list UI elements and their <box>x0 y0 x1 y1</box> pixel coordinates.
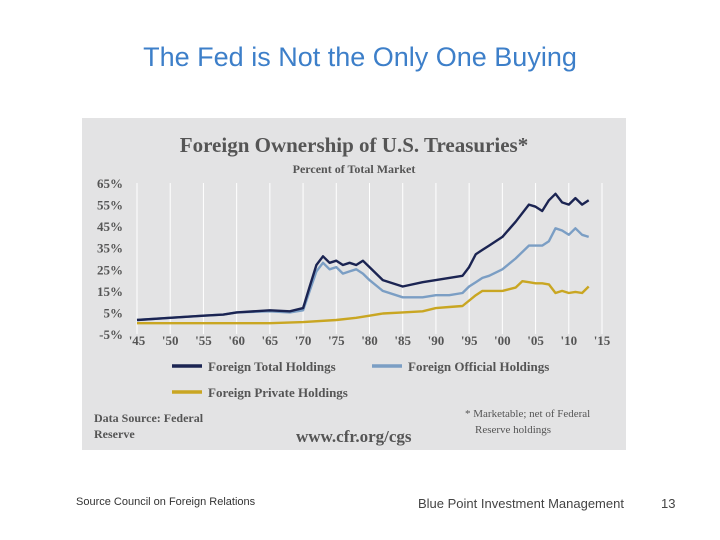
series-line-2 <box>136 227 590 322</box>
source-url: www.cfr.org/cgs <box>296 427 412 446</box>
y-tick-label: 45% <box>97 219 123 234</box>
chart-title: Foreign Ownership of U.S. Treasuries* <box>180 133 528 157</box>
x-tick-label: '60 <box>228 333 245 348</box>
chart-panel: Foreign Ownership of U.S. Treasuries* Pe… <box>82 118 626 450</box>
x-tick-label: '50 <box>162 333 179 348</box>
slide-title: The Fed is Not the Only One Buying <box>143 42 577 72</box>
x-tick-label: '95 <box>461 333 478 348</box>
x-tick-label: '85 <box>394 333 411 348</box>
legend-label-1: Foreign Total Holdings <box>208 359 336 374</box>
y-tick-label: 25% <box>97 262 123 277</box>
y-tick-layer: 65% 55% 45% 35% 25% 15% 5% -5% <box>97 176 123 342</box>
x-tick-label: '45 <box>129 333 146 348</box>
y-tick-label: 15% <box>97 284 123 299</box>
series-line-1 <box>136 192 590 322</box>
x-tick-label: '15 <box>594 333 611 348</box>
x-tick-label: '70 <box>295 333 312 348</box>
page-number: 13 <box>661 496 676 511</box>
y-tick-label: 55% <box>97 198 123 213</box>
x-tick-label: '05 <box>527 333 544 348</box>
legend-layer: Foreign Total Holdings Foreign Official H… <box>172 359 549 400</box>
data-source-line-2: Reserve <box>94 427 135 441</box>
x-tick-label: '10 <box>560 333 577 348</box>
x-tick-label: '00 <box>494 333 511 348</box>
footer-source: Source Council on Foreign Relations <box>76 496 256 508</box>
y-tick-label: -5% <box>99 327 123 342</box>
data-source-line-1: Data Source: Federal <box>94 411 204 425</box>
legend-label-3: Foreign Private Holdings <box>208 385 348 400</box>
legend-label-2: Foreign Official Holdings <box>408 359 549 374</box>
footer-company: Blue Point Investment Management <box>418 496 624 511</box>
x-tick-label: '75 <box>328 333 345 348</box>
y-tick-label: 65% <box>97 176 123 191</box>
footnote-line-1: * Marketable; net of Federal <box>465 408 590 420</box>
series-layer <box>136 192 590 325</box>
grid-layer <box>136 183 603 334</box>
y-tick-label: 35% <box>97 241 123 256</box>
x-tick-label: '55 <box>195 333 212 348</box>
x-tick-label: '90 <box>428 333 445 348</box>
series-line-3 <box>137 279 590 325</box>
x-tick-label: '80 <box>361 333 378 348</box>
x-tick-label: '65 <box>262 333 279 348</box>
x-tick-layer: '45 '50 '55 '60 '65 '70 '75 '80 '85 '90 '95 '00 '05 '… <box>129 333 611 348</box>
chart-svg: Foreign Ownership of U.S. Treasuries* Pe… <box>94 133 611 446</box>
y-tick-label: 5% <box>104 305 124 320</box>
footnote-line-2: Reserve holdings <box>475 424 551 436</box>
chart-subtitle: Percent of Total Market <box>293 162 416 176</box>
